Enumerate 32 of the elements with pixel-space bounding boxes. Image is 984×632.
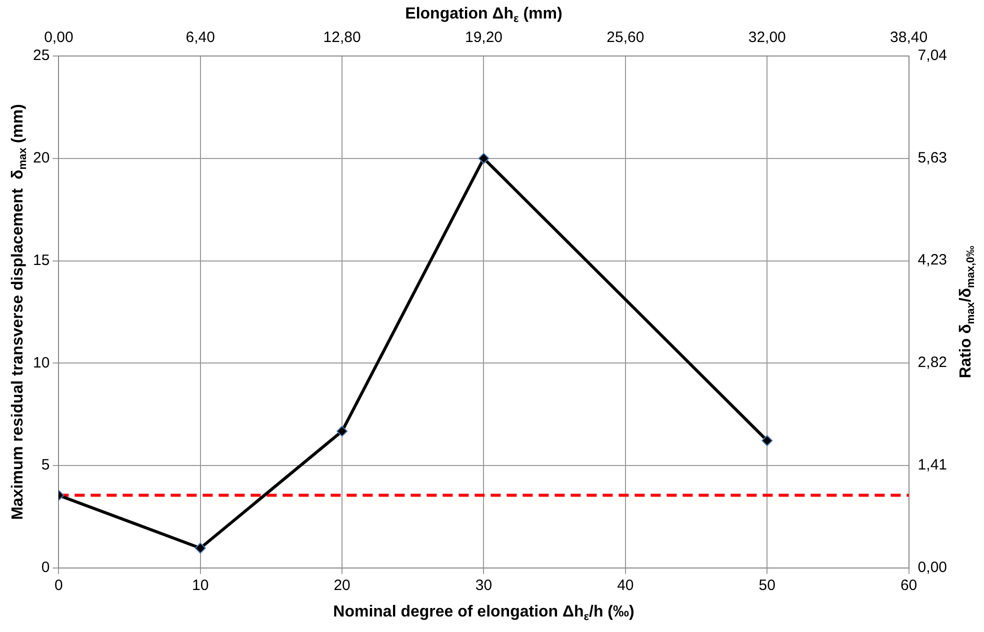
x2-tick-label: 38,40	[890, 29, 928, 46]
y2-tick-label: 0,00	[918, 559, 948, 576]
x-tick-label: 60	[900, 577, 918, 594]
y-tick-label: 0	[41, 559, 50, 576]
point	[762, 435, 773, 446]
y2-tick-label: 5,63	[918, 150, 948, 167]
x2-tick-label: 12,80	[323, 29, 361, 46]
x2-tick-label: 19,20	[464, 29, 503, 46]
y2-tick-label: 7,04	[918, 47, 948, 64]
x2-tick-label: 25,60	[606, 29, 644, 46]
x-tick-label: 40	[617, 577, 634, 594]
y2-tick-label: 4,23	[918, 252, 948, 269]
y-tick-label: 20	[32, 150, 50, 167]
y-tick-label: 25	[32, 47, 50, 64]
x2-tick-label: 0,00	[44, 29, 74, 46]
y2-tick-label: 2,82	[918, 354, 948, 372]
x2-tick-label: 32,00	[748, 29, 786, 46]
y2-axis-title: Ratio δmax/δmax,0‰	[957, 246, 977, 378]
x-tick-label: 0	[54, 577, 63, 594]
point	[336, 426, 348, 437]
y-tick-label: 15	[32, 252, 50, 269]
y2-tick-label: 1,41	[918, 456, 948, 474]
x-tick-label: 20	[334, 577, 350, 594]
point	[478, 152, 490, 164]
point	[194, 542, 206, 554]
y-tick-label: 5	[41, 456, 50, 474]
y-tick-label: 10	[32, 354, 50, 372]
y-axis-title: Maximum residual transverse displacement δmax (mm)	[9, 104, 29, 520]
x-tick-label: 10	[192, 577, 209, 594]
x-tick-label: 50	[758, 577, 776, 594]
x-tick-label: 30	[475, 577, 492, 594]
x2-tick-label: 6,40	[186, 29, 215, 46]
